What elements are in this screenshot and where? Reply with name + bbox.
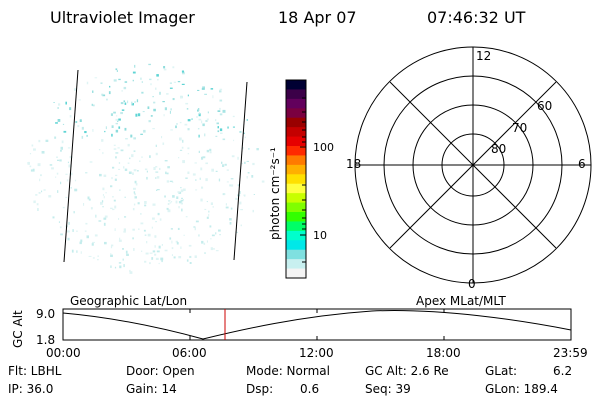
alt-plot-xtick-1: 06:00	[172, 346, 207, 360]
mlt-label-12: 12	[476, 49, 491, 63]
colorbar-swatch	[286, 80, 306, 91]
emission-speckle	[27, 63, 265, 274]
colorbar-swatch	[286, 155, 306, 166]
colorbar-swatch	[286, 193, 306, 204]
alt-plot-right-title: Apex MLat/MLT	[416, 294, 506, 308]
colorbar-swatch	[286, 202, 306, 213]
alt-plot-frame	[62, 308, 572, 341]
lat-label-80: 80	[491, 142, 506, 156]
ip-status: IP: 36.0	[8, 382, 54, 396]
alt-plot-ytick-top: 9.0	[36, 307, 55, 321]
colorbar-swatch	[286, 268, 306, 279]
alt-plot-xtick-0: 00:00	[46, 346, 81, 360]
colorbar-frame	[285, 79, 307, 279]
colorbar-swatch	[286, 146, 306, 157]
gc-alt-status: GC Alt: 2.6 Re	[365, 364, 449, 378]
alt-plot-ylabel: GC Alt	[11, 310, 25, 348]
colorbar-swatch	[286, 98, 306, 109]
colorbar-swatch	[286, 117, 306, 128]
colorbar-swatch	[286, 174, 306, 185]
alt-plot-xtick-3: 18:00	[426, 346, 461, 360]
mlt-label-0: 0	[468, 277, 476, 291]
colorbar-swatch	[286, 249, 306, 260]
alt-plot-left-title: Geographic Lat/Lon	[70, 294, 188, 308]
lat-label-60: 60	[537, 99, 552, 113]
filter-status: Flt: LBHL	[8, 364, 62, 378]
colorbar-swatch	[286, 136, 306, 147]
colorbar-swatches	[286, 80, 306, 279]
colorbar-tick-100: 100	[313, 141, 334, 154]
date-label: 18 Apr 07	[278, 8, 357, 27]
colorbar-swatch	[286, 230, 306, 241]
colorbar-swatch	[286, 221, 306, 232]
mlt-label-6: 6	[578, 157, 586, 171]
dsp-value: 0.6	[300, 382, 320, 396]
alt-plot-xtick-4: 23:59	[553, 346, 588, 360]
dsp-label: Dsp:	[246, 382, 274, 396]
colorbar-swatch	[286, 89, 306, 100]
alt-plot-x-ticks	[189, 309, 445, 340]
seq-status: Seq: 39	[365, 382, 411, 396]
colorbar-unit-label: photon cm⁻²s⁻¹	[268, 147, 282, 240]
mlt-label-18: 18	[346, 157, 361, 171]
image-edge-right	[233, 81, 248, 261]
colorbar-swatch	[286, 212, 306, 223]
glat-value: 6.2	[553, 364, 573, 378]
door-status: Door: Open	[126, 364, 195, 378]
alt-plot-xtick-2: 12:00	[299, 346, 334, 360]
gain-status: Gain: 14	[126, 382, 177, 396]
colorbar-tick-marks	[300, 97, 306, 263]
glon-status: GLon: 189.4	[485, 382, 558, 396]
colorbar-swatch	[286, 240, 306, 251]
instrument-title: Ultraviolet Imager	[50, 8, 195, 27]
time-label: 07:46:32 UT	[427, 8, 526, 27]
altitude-curve	[62, 310, 572, 340]
colorbar-swatch	[286, 164, 306, 175]
colorbar-swatch	[286, 127, 306, 138]
polar-diagonal-b	[389, 81, 557, 249]
alt-plot-ytick-bottom: 1.8	[36, 333, 55, 347]
colorbar-tick-10: 10	[313, 229, 327, 242]
colorbar-swatch	[286, 108, 306, 119]
colorbar-swatch	[286, 259, 306, 270]
mode-status: Mode: Normal	[246, 364, 330, 378]
image-edge-left	[63, 69, 79, 263]
lat-label-70: 70	[512, 121, 527, 135]
glat-label: GLat:	[485, 364, 518, 378]
colorbar-swatch	[286, 183, 306, 194]
